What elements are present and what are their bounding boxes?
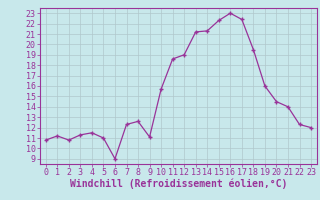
X-axis label: Windchill (Refroidissement éolien,°C): Windchill (Refroidissement éolien,°C) [70,179,287,189]
